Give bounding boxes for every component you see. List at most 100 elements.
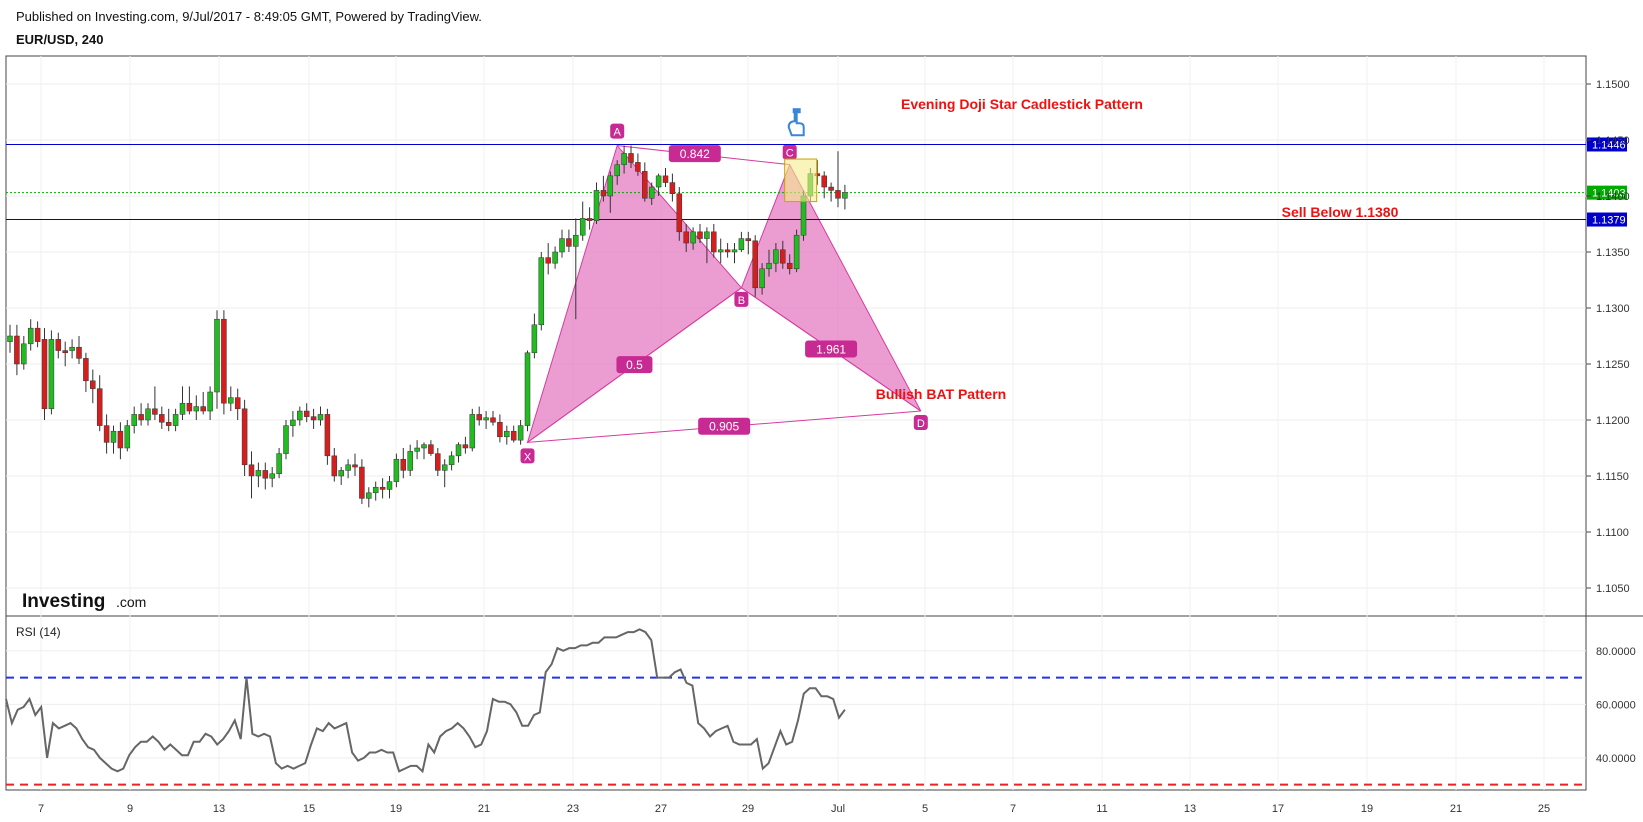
candle-body — [448, 455, 455, 466]
candle-body — [41, 339, 48, 410]
candle-body — [793, 234, 800, 270]
candle-body — [96, 388, 103, 426]
x-tick-label: 11 — [1096, 803, 1107, 815]
candle-body — [303, 410, 310, 417]
candle-body — [131, 414, 137, 426]
candle-body — [55, 339, 62, 351]
time-axis[interactable]: 7 9 13 15 19 21 23 27 29 Jul 5 7 11 13 17 19 21 25 — [38, 803, 1550, 815]
x-tick-label: 7 — [1010, 803, 1016, 815]
level-label: 1.1403 — [1592, 188, 1626, 200]
level-label: 1.1379 — [1592, 215, 1626, 227]
candle-body — [21, 343, 27, 365]
candle-body — [600, 190, 607, 197]
candle-body — [221, 318, 227, 404]
ratio-label-ac: 0.842 — [680, 147, 710, 161]
candle-body — [421, 444, 427, 449]
candle-body — [379, 486, 386, 490]
rsi-title: RSI (14) — [16, 625, 61, 639]
ratio-label-xd: 0.905 — [709, 420, 739, 434]
candle-body — [780, 249, 786, 264]
candlesticks — [7, 145, 848, 508]
candle-body — [648, 186, 655, 199]
candle-body — [165, 421, 172, 426]
logo-brand: Investing — [22, 591, 105, 612]
investing-logo: Investing .com — [22, 591, 146, 612]
candle-body — [738, 238, 745, 251]
price-axis[interactable]: 1.1050 1.1100 1.1150 1.1200 1.1250 1.1300 1.13… — [1586, 79, 1630, 595]
rsi-tick-label: 80.0000 — [1596, 646, 1636, 658]
candle-body — [510, 430, 517, 441]
ratio-label-bd: 1.961 — [816, 342, 846, 356]
candle-body — [241, 408, 248, 466]
candle-body — [607, 175, 614, 197]
candle-body — [773, 249, 779, 264]
candle-body — [76, 346, 82, 359]
bat-annotation: Bullish BAT Pattern — [876, 386, 1006, 402]
candle-body — [179, 402, 186, 415]
candle-body — [372, 486, 379, 494]
candle-body — [441, 464, 448, 471]
candle-body — [614, 164, 620, 177]
candle-body — [642, 171, 648, 199]
candle-body — [331, 455, 338, 477]
candle-body — [110, 430, 117, 443]
candle-body — [366, 492, 372, 499]
candle-body — [655, 175, 662, 188]
y-tick-label: 1.1500 — [1596, 79, 1630, 91]
candle-body — [786, 262, 793, 270]
x-tick-label: 25 — [1538, 803, 1550, 815]
candle-body — [766, 262, 772, 270]
candle-body — [400, 458, 407, 471]
candle-body — [193, 406, 200, 412]
y-tick-label: 1.1100 — [1596, 527, 1629, 539]
y-tick-label: 1.1250 — [1596, 359, 1630, 371]
hand-cuff-icon — [792, 108, 801, 114]
candle-body — [324, 414, 331, 457]
candle-body — [310, 416, 317, 421]
candle-body — [214, 318, 220, 393]
candle-body — [586, 218, 593, 221]
candle-body — [690, 231, 696, 244]
candle-body — [635, 162, 641, 172]
level-tag — [1587, 212, 1627, 227]
candle-body — [207, 391, 213, 412]
point-badge-b — [734, 291, 749, 307]
candle-body — [669, 182, 676, 195]
candle-body — [745, 238, 752, 242]
x-tick-label: 29 — [742, 803, 754, 815]
ratio-badge-bd — [805, 340, 858, 358]
candle-body — [821, 175, 827, 188]
candle-body — [469, 414, 476, 449]
x-tick-label: 15 — [303, 803, 315, 815]
candle-body — [48, 339, 55, 410]
candle-body — [276, 453, 282, 475]
candle-body — [386, 481, 393, 490]
pattern-xab — [526, 144, 743, 444]
doji-annotation: Evening Doji Star Cadlestick Pattern — [901, 96, 1143, 112]
y-tick-label: 1.1050 — [1596, 583, 1630, 595]
candle-body — [704, 231, 710, 239]
candle-body — [228, 397, 234, 404]
logo-suffix: .com — [116, 594, 146, 610]
candle-body — [138, 414, 144, 421]
candle-body — [393, 458, 400, 482]
candle-body — [297, 410, 303, 421]
rsi-tick-label: 60.0000 — [1596, 699, 1636, 711]
candle-body — [573, 234, 579, 247]
point-label-a: A — [614, 127, 622, 139]
candle-body — [462, 444, 469, 449]
level-label: 1.1446 — [1592, 139, 1626, 151]
candle-body — [352, 464, 358, 468]
x-tick-label: 21 — [478, 803, 490, 815]
candle-body — [14, 335, 20, 365]
x-tick-label: 21 — [1450, 803, 1462, 815]
rsi-pane: RSI (14) 40.0000 60.0000 80.0000 — [5, 625, 1636, 786]
chart-symbol: EUR/USD, 240 — [16, 32, 104, 47]
candle-body — [559, 238, 565, 253]
doji-highlight — [784, 158, 818, 203]
candle-body — [69, 346, 75, 351]
point-label-d: D — [917, 418, 925, 430]
candle-body — [159, 414, 165, 423]
level-tag — [1587, 185, 1627, 200]
